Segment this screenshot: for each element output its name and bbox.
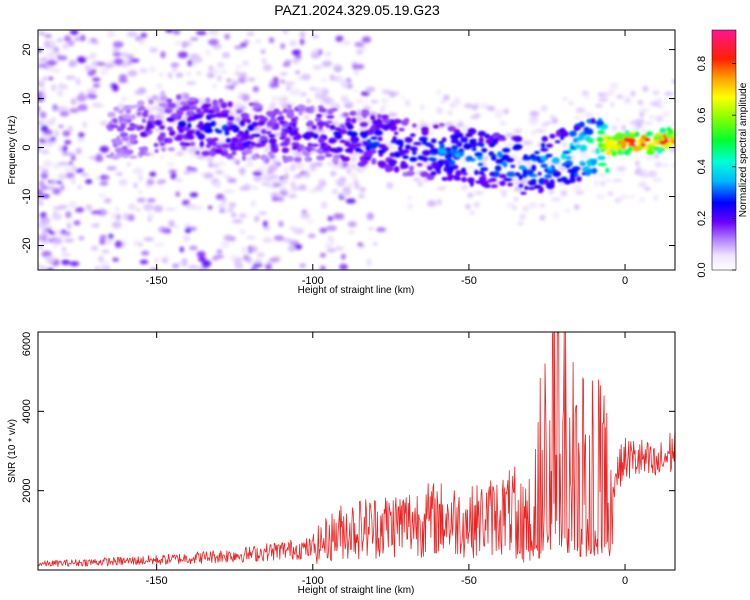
x-tick-label: -150 <box>146 575 168 587</box>
snr-panel: -150 -100 -50 0 2000 4000 6000 Height of stra… <box>7 331 676 596</box>
snr-y-axis: 2000 4000 6000 <box>21 331 675 503</box>
colorbar-tick-label: 0.0 <box>696 262 708 277</box>
spectrogram-x-axis: -150 -100 -50 0 <box>146 30 628 287</box>
y-tick-label: 2000 <box>21 478 33 502</box>
colorbar: 0.0 0.2 0.4 0.6 0.8 Normalized spectral ampl… <box>696 29 749 278</box>
figure-title: PAZ1.2024.329.05.19.G23 <box>274 2 440 18</box>
spectrogram-y-axis: -20 -10 0 10 20 <box>21 43 675 253</box>
noise-layer <box>38 30 675 270</box>
x-tick-label: -150 <box>146 275 168 287</box>
ridge-layer <box>105 94 675 195</box>
y-tick-label: 10 <box>21 92 33 104</box>
x-tick-label: 0 <box>622 275 628 287</box>
snr-x-label: Height of straight line (km) <box>298 585 415 596</box>
snr-series-line <box>38 332 675 567</box>
colorbar-frame <box>711 29 737 271</box>
x-tick-label: -100 <box>302 275 324 287</box>
colorbar-tick-label: 0.8 <box>696 56 708 71</box>
spectrogram-y-label: Frequency (Hz) <box>7 116 18 185</box>
y-tick-label: 20 <box>21 43 33 55</box>
colorbar-tick-label: 0.6 <box>696 108 708 123</box>
y-tick-label: -10 <box>21 189 33 205</box>
colorbar-tick-label: 0.4 <box>696 159 708 174</box>
x-tick-label: -100 <box>302 575 324 587</box>
snr-x-axis: -150 -100 -50 0 <box>146 332 628 587</box>
colorbar-tick-label: 0.2 <box>696 211 708 226</box>
y-tick-label: 6000 <box>21 332 33 356</box>
colorbar-label: Normalized spectral amplitude <box>738 82 749 217</box>
x-tick-label: -50 <box>461 275 477 287</box>
spectrogram-heatmap <box>38 30 675 270</box>
x-tick-label: -50 <box>461 575 477 587</box>
colorbar-gradient <box>712 30 736 270</box>
snr-y-label: SNR (10 * v/v) <box>7 419 18 483</box>
colorbar-ticks: 0.0 0.2 0.4 0.6 0.8 <box>696 56 736 278</box>
spectrogram-x-label: Height of straight line (km) <box>298 285 415 296</box>
spectrogram-frame <box>37 29 676 271</box>
y-tick-label: -20 <box>21 238 33 254</box>
snr-frame <box>37 331 676 571</box>
x-tick-label: 0 <box>622 575 628 587</box>
y-tick-label: 4000 <box>21 399 33 423</box>
y-tick-label: 0 <box>21 144 33 150</box>
